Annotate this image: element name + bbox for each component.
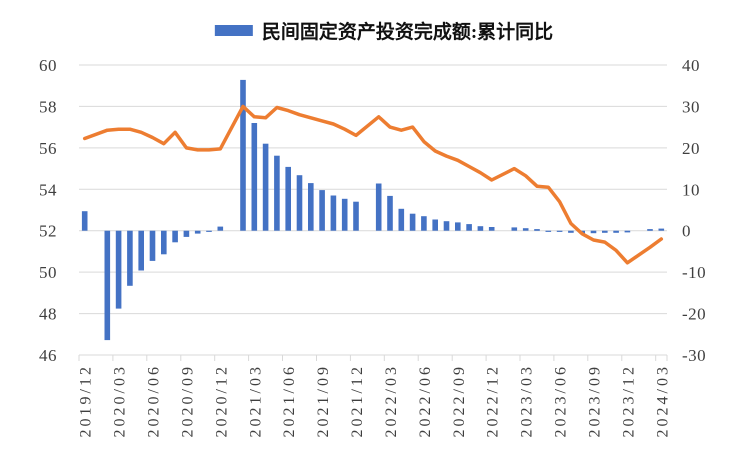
right-axis-tick-label: -30 (682, 346, 706, 365)
bar-2022/08 (443, 221, 450, 231)
x-axis-label: 2019/12 (78, 364, 95, 437)
bar-2020/11 (206, 230, 212, 232)
bar-2021/06 (285, 166, 291, 231)
bar-2021/03 (251, 123, 258, 231)
x-axis-label: 2021/03 (247, 364, 264, 437)
bar-2021/07 (296, 175, 303, 231)
left-axis-tick-label: 50 (39, 263, 57, 282)
right-axis-tick-label: -20 (682, 305, 706, 324)
bar-2019/12 (81, 211, 88, 231)
bar-2020/05 (138, 230, 144, 271)
x-axis-label: 2022/09 (451, 364, 468, 437)
bar-2021/05 (274, 155, 280, 231)
bar-2023/11 (613, 230, 619, 233)
bar-2022/05 (409, 213, 416, 231)
bar-2023/03 (522, 228, 529, 231)
bar-2021/09 (319, 190, 325, 231)
bar-2021/02 (240, 79, 246, 231)
bar-2023/02 (511, 227, 518, 231)
x-axis-label: 2023/06 (553, 364, 570, 437)
x-axis-label: 2020/12 (213, 364, 230, 437)
bar-2023/06 (556, 230, 563, 232)
left-axis-tick-label: 46 (39, 346, 57, 365)
bar-2022/12 (488, 227, 495, 231)
x-axis-label: 2021/06 (281, 364, 298, 437)
bar-2021/04 (262, 143, 269, 231)
left-axis-tick-label: 56 (39, 139, 57, 158)
bar-2023/07 (568, 230, 574, 233)
x-axis-label: 2022/06 (417, 364, 434, 437)
left-axis-tick-label: 52 (39, 222, 57, 241)
chart-legend: 民间固定资产投资完成额:累计同比 (214, 17, 554, 44)
left-axis-tick-label: 58 (39, 97, 57, 116)
bar-2020/04 (127, 230, 133, 286)
bar-2020/10 (194, 230, 201, 234)
right-axis-tick-label: 30 (682, 97, 700, 116)
bar-2023/12 (624, 230, 631, 233)
x-axis-label: 2020/09 (179, 364, 196, 437)
right-axis-tick-label: -10 (682, 263, 706, 282)
bar-2022/03 (387, 195, 393, 231)
bar-2022/10 (466, 224, 472, 231)
x-axis-label: 2023/03 (519, 364, 536, 437)
right-axis-tick-label: 10 (682, 180, 700, 199)
x-axis-label: 2023/09 (587, 364, 604, 437)
bar-2024/03 (658, 228, 665, 231)
bar-2022/09 (455, 222, 461, 231)
left-axis-tick-label: 60 (39, 56, 57, 75)
bar-2023/10 (602, 230, 608, 233)
bar-2023/05 (545, 230, 552, 232)
bar-2020/09 (183, 230, 190, 237)
bar-2023/09 (590, 230, 597, 234)
bar-2020/02 (104, 230, 111, 341)
bar-2020/03 (115, 230, 122, 309)
legend-series-label: 民间固定资产投资完成额:累计同比 (261, 22, 554, 43)
bar-2021/12 (353, 201, 359, 231)
legend-bar-swatch (214, 25, 253, 36)
x-axis-label: 2021/09 (315, 364, 332, 437)
x-axis-label: 2023/12 (620, 364, 637, 437)
bar-2024/02 (647, 229, 653, 231)
left-axis-tick-label: 54 (39, 180, 57, 199)
right-axis-tick-label: 40 (682, 56, 700, 75)
bar-2022/11 (477, 226, 484, 231)
x-axis-label: 2024/03 (654, 364, 671, 437)
bar-2020/06 (149, 230, 156, 261)
bar-2022/06 (421, 216, 427, 231)
bar-2020/07 (161, 230, 167, 255)
bar-2021/11 (341, 198, 348, 231)
bar-2020/12 (217, 226, 224, 231)
bar-2021/10 (330, 195, 337, 231)
right-axis-tick-label: 20 (682, 139, 700, 158)
line-series (82, 104, 664, 265)
left-axis-tick-label: 48 (39, 305, 57, 324)
bar-2022/02 (375, 183, 382, 231)
bar-2022/07 (432, 219, 438, 231)
bar-2020/08 (172, 230, 178, 243)
x-axis-label: 2020/03 (112, 364, 129, 437)
x-axis-label: 2020/06 (146, 364, 163, 437)
right-axis-tick-label: 0 (682, 222, 691, 241)
x-axis-label: 2022/03 (383, 364, 400, 437)
x-axis-label: 2022/12 (485, 364, 502, 437)
bar-2021/08 (308, 183, 314, 231)
bar-2023/04 (534, 229, 540, 231)
x-axis-label: 2021/12 (349, 364, 366, 437)
bar-2022/04 (398, 208, 405, 231)
